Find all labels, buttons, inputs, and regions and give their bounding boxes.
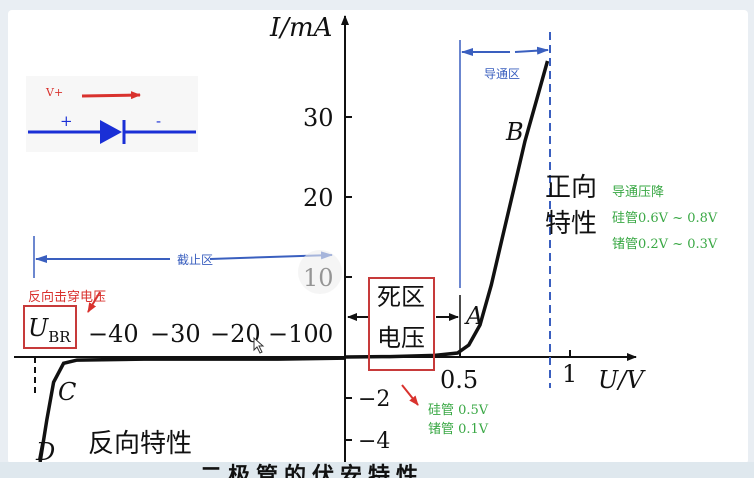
plus-label: +: [60, 112, 73, 130]
forward-characteristic-curve: [344, 60, 550, 359]
conduction-arrow-right: [514, 46, 549, 55]
point-label-b: B: [505, 118, 524, 146]
forward-title-line2: 特性: [545, 209, 597, 239]
diode-inset: V+ + -: [26, 76, 198, 152]
x-tick-label: 1: [562, 360, 577, 388]
bottom-band: [0, 462, 754, 478]
drop-si: 硅管0.6V ~ 0.8V: [612, 211, 718, 226]
breakdown-arrow: [87, 291, 101, 313]
reverse-characteristic-curve: [38, 356, 346, 463]
vplus-label: V+: [45, 86, 63, 99]
y-tick-label: −2: [358, 387, 390, 412]
dead-zone-ge: 锗管 0.1V: [428, 422, 489, 437]
x-axis-title: U/V: [598, 366, 646, 394]
dead-zone-label-line2: 电压: [377, 324, 425, 352]
x-tick-label: −20: [210, 320, 261, 348]
cutoff-zone-label: 截止区: [177, 253, 213, 267]
reverse-title: 反向特性: [88, 429, 192, 459]
current-direction-arrow: [81, 91, 141, 100]
conduction-zone-label: 导通区: [484, 67, 520, 81]
point-label-d: D: [35, 438, 55, 466]
drop-title: 导通压降: [612, 185, 664, 200]
ubr-label: UBR: [28, 314, 71, 346]
pointer-halo: [298, 250, 342, 294]
x-tick-label: 0: [318, 320, 333, 348]
bottom-title: 二极管的伏安特性: [200, 464, 425, 478]
dead-zone-box: [368, 277, 435, 371]
x-tick-label: −40: [88, 320, 139, 348]
drop-ge: 锗管0.2V ~ 0.3V: [612, 237, 718, 252]
point-label-a: A: [464, 302, 483, 330]
breakdown-voltage-label: 反向击穿电压: [28, 289, 106, 305]
y-tick-label: −4: [358, 429, 390, 454]
diode-inset-panel: [26, 76, 198, 152]
mouse-cursor-icon: [253, 336, 265, 354]
dead-zone-label-line1: 死区: [377, 283, 425, 311]
y-tick-label: 30: [303, 104, 334, 132]
x-tick-label: 0.5: [440, 366, 478, 394]
forward-title-line1: 正向: [545, 173, 597, 203]
point-label-c: C: [58, 378, 76, 406]
diode-triangle-icon: [100, 120, 122, 144]
x-tick-label: −10: [268, 320, 319, 348]
ubr-highlight-box: [23, 305, 77, 349]
y-axis-title: I/mA: [269, 13, 332, 43]
dead-zone-si: 硅管 0.5V: [428, 403, 489, 418]
minus-label: -: [156, 112, 161, 130]
y-tick-label: 20: [303, 184, 334, 212]
dead-zone-arrow: [401, 384, 419, 406]
x-tick-label: −30: [150, 320, 201, 348]
